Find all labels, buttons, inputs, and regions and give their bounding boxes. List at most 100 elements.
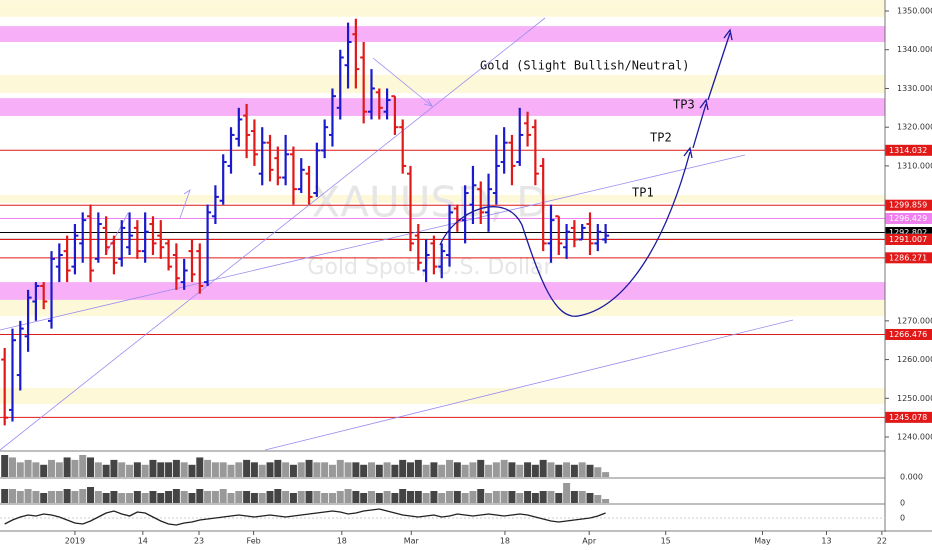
volume2-bar [180,491,188,503]
volume2-bar [352,491,360,503]
volume-bar [367,462,375,477]
volume-bar [250,462,258,477]
volume2-bar [531,493,539,503]
volume-bar [266,462,274,477]
x-tick-label: 13 [821,537,831,546]
x-tick-label: 2019 [65,537,85,546]
volume2-bar [367,491,375,503]
x-tick-label: Apr [582,537,597,546]
volume2-bar [414,491,422,503]
volume2-bar [360,493,368,503]
projection [439,28,733,317]
trend-line [0,17,546,451]
arrow-head [683,146,693,159]
volume2-bar [165,491,173,503]
volume2-bar [422,493,430,503]
axes: 1350.000 1340.000 1330.000 1320.000 1310.000… [65,6,932,546]
volume-bar [305,459,313,477]
volume-bar [149,459,157,477]
x-tick-label: Feb [247,537,261,546]
volume-bar [211,462,219,477]
projection-line [707,32,731,101]
volume-bar [531,464,539,477]
volume-bar [321,462,329,477]
zone [0,387,885,405]
volume-bar [547,462,555,477]
volume-bar [414,459,422,477]
volume2-bar [1,489,9,503]
volume-bar [188,464,196,477]
volume2-bar [32,491,40,503]
volume-bar [8,457,16,477]
volume-bar [391,464,399,477]
volume-bar [516,464,524,477]
level-label-box [885,144,932,156]
trend-arrow [372,57,433,107]
y-tick-label: 1250.000 [897,394,932,403]
arrow-head [699,98,709,111]
volume2-bar [492,491,500,503]
volume2-bar [55,491,63,503]
panel-label: 0.000 [900,473,923,482]
volume2-bar [399,489,407,503]
volume2-bar [243,491,251,503]
volume-bar [399,459,407,477]
volume-bar [227,464,235,477]
volume-bar [71,459,79,477]
volume-bar [508,462,516,477]
volume2-bar [289,493,297,503]
volume2-bar [594,495,602,503]
target-label: TP3 [673,98,695,112]
volume-bar [180,462,188,477]
target-label: TP2 [650,131,672,145]
volume-bar [461,464,469,477]
volume2-bar [500,491,508,503]
level-label: 1291.007 [889,235,927,244]
volume-bar [453,462,461,477]
volume-bar [570,464,578,477]
volume-bar [555,464,563,477]
volume2-bar [87,487,95,503]
trend-arrow [179,188,191,219]
volume-bar [500,459,508,477]
volume-bar [133,462,141,477]
volume-bar [102,464,110,477]
volume-bar [204,459,212,477]
volume2-bar [539,491,547,503]
y-tick-label: 1270.000 [897,316,932,325]
volume2-bar [485,493,493,503]
volume2-bar [321,493,329,503]
volume-bar [258,464,266,477]
volume2-bar [71,491,79,503]
volume2-bar [211,491,219,503]
volume-bar [118,462,126,477]
volume2-bar [344,489,352,503]
volume2-bar [94,491,102,503]
volume2-bar [63,489,71,503]
volume-bar [157,462,165,477]
volume-bar [141,464,149,477]
volume-bar [438,464,446,477]
volume2-bar [157,493,165,503]
y-tick-label: 1260.000 [897,355,932,364]
volume2-bar [24,489,32,503]
zone [0,74,885,94]
volume2-bar [524,491,532,503]
volume2-bar [282,491,290,503]
volume2-bar [297,491,305,503]
volume-bar [48,459,56,477]
panel-label: 0 [900,499,905,508]
volume2-bar [227,493,235,503]
volume2-bar [453,491,461,503]
zone [0,282,885,300]
volume2-bar [40,493,48,503]
y-tick-label: 1350.000 [897,6,932,15]
x-tick-label: 22 [877,537,887,546]
x-tick-label: 23 [194,537,204,546]
level-label-box [885,212,932,224]
target-label: TP1 [632,186,654,200]
volume2-bar [126,493,134,503]
volume-bar [94,462,102,477]
x-tick-label: 15 [661,537,671,546]
